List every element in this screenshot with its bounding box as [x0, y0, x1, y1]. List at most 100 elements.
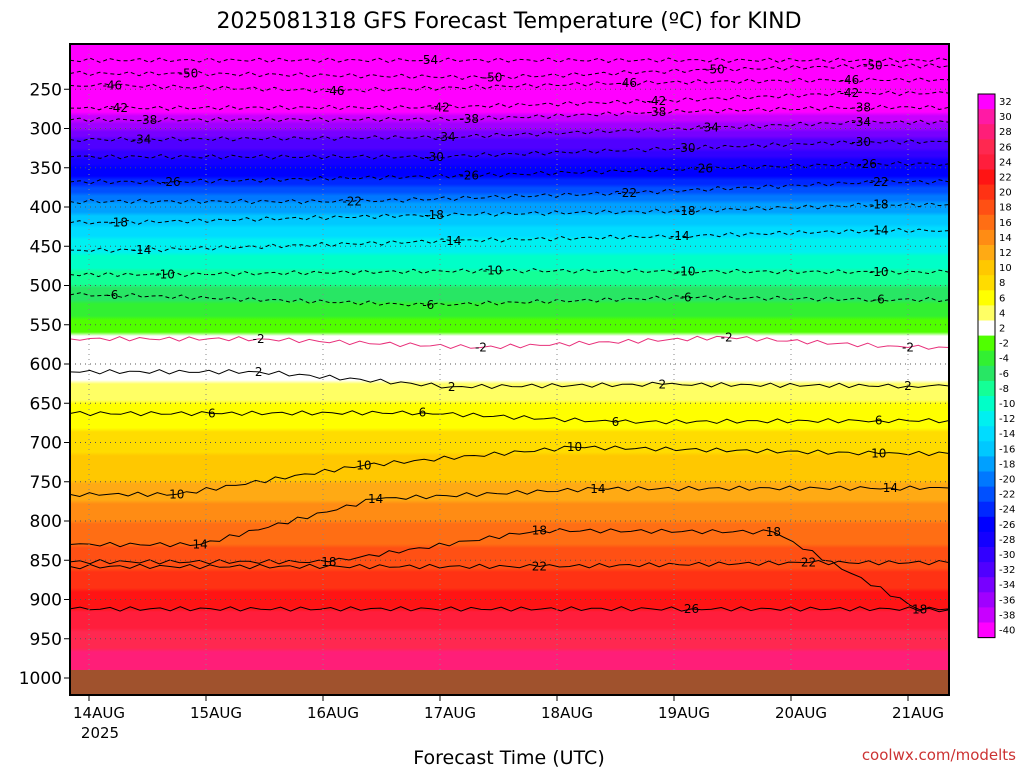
y-tick-label: 800	[30, 512, 62, 532]
contour-line	[70, 335, 949, 350]
contour-label: -30	[424, 150, 444, 164]
contour-label: 18	[912, 603, 927, 617]
colorbar-label: -16	[999, 444, 1015, 455]
colorbar-label: -34	[999, 580, 1015, 591]
contour-label: -2	[721, 330, 733, 344]
contour-label: 10	[356, 458, 371, 472]
x-axis: 14AUG 15AUG 16AUG 17AUG 18AUG 19AUG 20AUG 21AUG	[73, 695, 944, 722]
contour-label: 2	[255, 365, 263, 379]
contour-label: -34	[436, 130, 456, 144]
colorbar-label: 2	[999, 324, 1005, 335]
colorbar-swatch	[978, 229, 995, 246]
contour-label: 2	[658, 377, 666, 391]
contour-label: -42	[840, 86, 860, 100]
contour-label: 6	[419, 406, 427, 420]
y-tick-label: 250	[30, 80, 62, 100]
colorbar-label: -22	[999, 490, 1015, 501]
colorbar-label: -8	[999, 384, 1009, 395]
colorbar-swatch	[978, 562, 995, 578]
contour-label: -34	[699, 121, 719, 135]
y-tick-label: 650	[30, 394, 62, 414]
contour-label: -22	[869, 175, 889, 189]
colorbar-swatch	[978, 94, 995, 110]
contour-label: 2	[448, 380, 456, 394]
contour-label: -6	[422, 298, 434, 312]
colorbar-swatch	[978, 516, 995, 533]
contour-line	[70, 445, 949, 498]
colorbar-swatch	[978, 124, 995, 140]
colorbar-label: -12	[999, 414, 1015, 425]
contour-label: -14	[670, 229, 690, 243]
colorbar-swatch	[978, 365, 995, 382]
contour-label: 26	[684, 602, 699, 616]
x-tick-label: 20AUG	[775, 704, 827, 722]
colorbar-swatch	[978, 199, 995, 216]
colorbar-label: 24	[999, 157, 1012, 168]
colorbar-swatch	[978, 441, 995, 457]
x-tick-label: 16AUG	[307, 704, 359, 722]
ground-below-surface	[70, 670, 949, 695]
y-tick-label: 850	[30, 551, 62, 571]
colorbar-label: 30	[999, 112, 1012, 123]
contour-line	[70, 485, 949, 548]
colorbar-label: -36	[999, 595, 1015, 606]
contour-label: -54	[418, 53, 438, 67]
colorbar-label: 28	[999, 127, 1012, 138]
contour-label: -10	[676, 264, 696, 278]
contour-label: 18	[766, 525, 781, 539]
colorbar-swatch	[978, 184, 995, 201]
contour-label: 22	[532, 560, 547, 574]
contour-label: -34	[132, 132, 152, 146]
colorbar: 32 30 28 26 24 22 20 18 16 14 12 10 8 6 4 2 -2 -4 -6 -8 -10 -…	[977, 93, 1015, 639]
contour-label: -18	[108, 216, 128, 230]
plot-frame	[69, 43, 950, 696]
contour-line	[70, 77, 949, 93]
x-tick-label: 21AUG	[892, 704, 944, 722]
y-tick-label: 750	[30, 473, 62, 493]
contour-label: -46	[325, 84, 345, 98]
contour-label: 14	[368, 492, 383, 506]
temperature-field	[70, 44, 949, 670]
colorbar-swatch	[978, 169, 995, 186]
contour-label: 18	[532, 523, 547, 537]
contour-label: -18	[676, 204, 696, 218]
contour-label: -50	[863, 59, 883, 73]
contour-line	[70, 528, 949, 613]
colorbar-swatch	[978, 245, 995, 261]
y-tick-label: 500	[30, 277, 62, 297]
contour-label: -26	[693, 162, 713, 176]
colorbar-swatch	[978, 411, 995, 427]
colorbar-label: -28	[999, 535, 1015, 546]
colorbar-label: 8	[999, 278, 1005, 289]
contour-label: -38	[138, 113, 158, 127]
contour-label: -42	[647, 94, 667, 108]
colorbar-label: -10	[999, 399, 1015, 410]
contour-label: -30	[851, 135, 871, 149]
contour-label: -50	[483, 70, 503, 84]
colorbar-swatch	[978, 396, 995, 412]
colorbar-swatch	[978, 154, 995, 170]
contour-line	[70, 104, 949, 123]
contour-label: -18	[424, 208, 444, 222]
y-tick-label: 900	[30, 591, 62, 611]
contour-label: -46	[103, 78, 123, 92]
x-axis-year: 2025	[81, 724, 119, 742]
colorbar-label: -6	[999, 369, 1009, 380]
colorbar-swatch	[978, 456, 995, 472]
colorbar-swatch	[978, 305, 995, 321]
contour-labels: -54-50 -50-50 -50-46 -46-46 -46-42 -42 -42-42-…	[103, 53, 928, 617]
contour-label: 14	[590, 482, 605, 496]
contour-label: -14	[442, 234, 462, 248]
colorbar-swatch	[978, 577, 995, 593]
contour-line	[70, 202, 949, 225]
contour-lines	[70, 57, 949, 613]
colorbar-label: -40	[999, 626, 1015, 637]
colorbar-swatch	[978, 592, 995, 608]
contour-label: -6	[873, 293, 885, 307]
contour-label: -2	[902, 341, 914, 355]
contour-label: -34	[851, 115, 871, 129]
y-axis: 250 300 350 400 450 500 550 600 650 700 750 800 850 9…	[19, 80, 70, 689]
contour-label: -38	[459, 112, 479, 126]
